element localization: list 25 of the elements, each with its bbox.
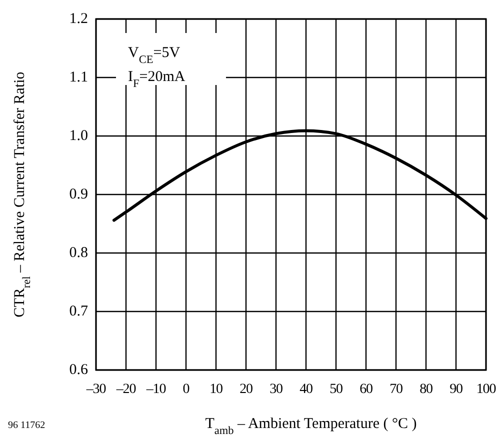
y-tick-label: 0.9 <box>69 186 88 202</box>
y-tick-label: 1.0 <box>69 128 88 144</box>
annotation: V$_{CE}$=5V <box>128 45 180 66</box>
y-tick-label: 0.8 <box>69 245 88 261</box>
x-tick-label: 70 <box>390 382 403 397</box>
x-tick-label: 60 <box>360 382 373 397</box>
x-tick-label: 40 <box>300 382 313 397</box>
x-axis-title: T$_{amb}$ – Ambient Temperature ( °C ) <box>205 416 417 437</box>
y-tick-label: 0.7 <box>69 304 88 320</box>
x-tick-label: 20 <box>240 382 253 397</box>
annotation: I$_{F}$=20mA <box>128 69 186 90</box>
x-tick-label: –10 <box>145 382 166 397</box>
x-tick-label: 30 <box>270 382 283 397</box>
y-tick-label: 0.6 <box>69 362 88 378</box>
x-tick-label: 100 <box>476 382 496 397</box>
x-tick-label: 0 <box>182 382 190 397</box>
x-tick-label: –20 <box>115 382 136 397</box>
x-tick-label: 50 <box>330 382 343 397</box>
x-tick-label: –30 <box>85 382 106 397</box>
x-tick-label: 90 <box>450 382 463 397</box>
x-tick-label: 10 <box>210 382 223 397</box>
text: 96 11762 <box>8 420 46 431</box>
x-tick-label: 80 <box>420 382 433 397</box>
y-tick-label: 1.1 <box>69 70 88 86</box>
y-tick-label: 1.2 <box>69 11 88 27</box>
